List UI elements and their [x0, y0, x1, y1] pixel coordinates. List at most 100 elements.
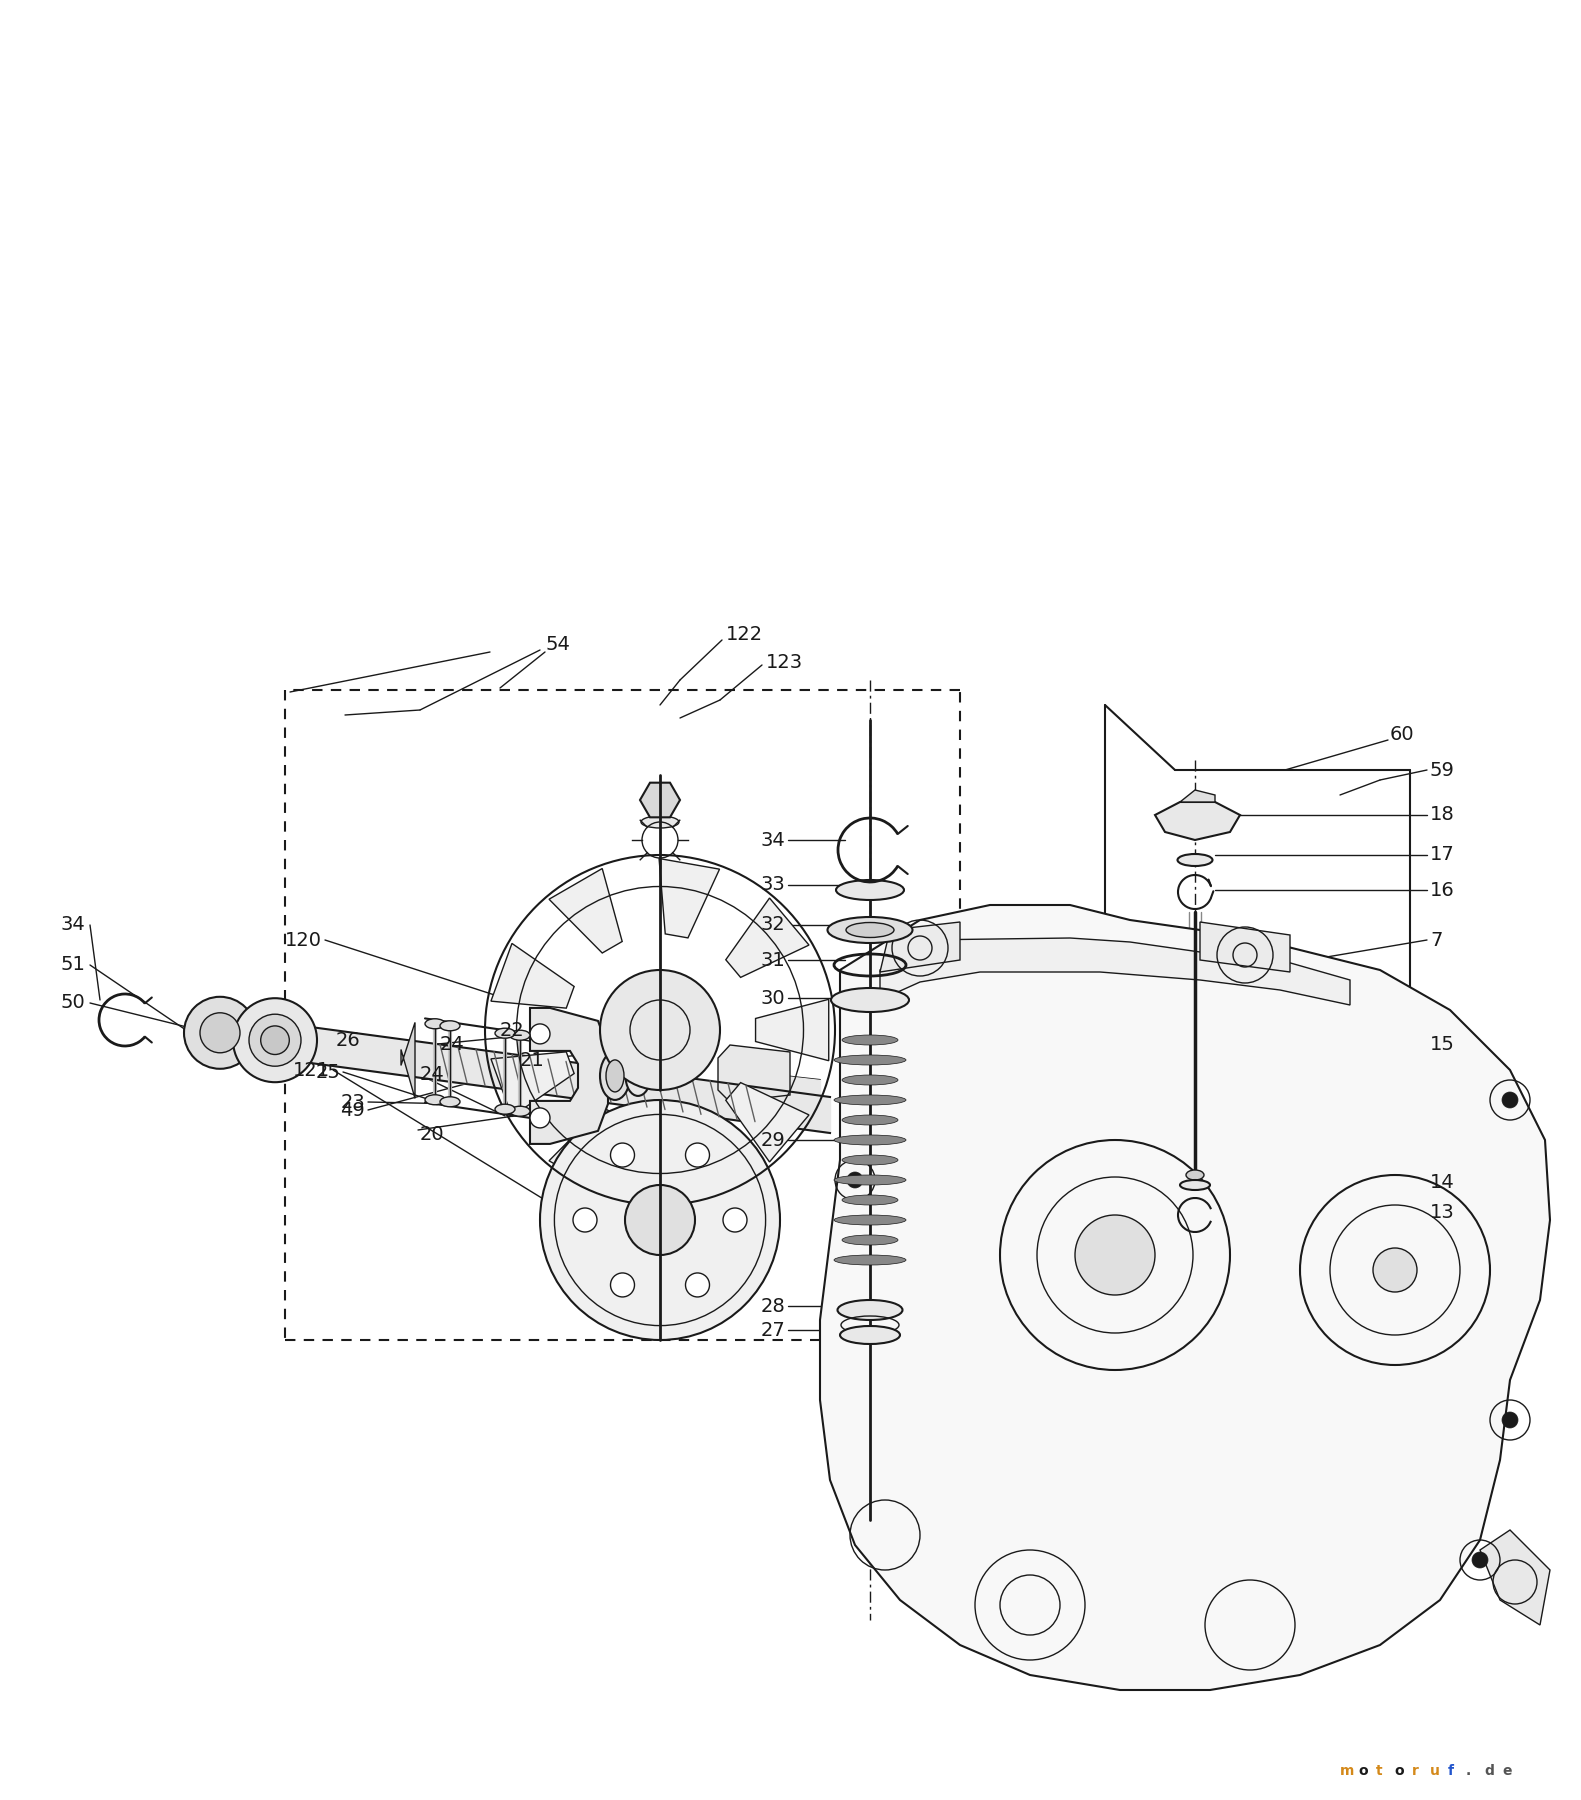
Text: 34: 34 — [760, 830, 786, 850]
Text: .: . — [1466, 1764, 1472, 1778]
Text: 50: 50 — [60, 994, 85, 1012]
Circle shape — [1372, 1247, 1417, 1292]
Ellipse shape — [835, 1055, 906, 1066]
Ellipse shape — [425, 1094, 444, 1105]
Polygon shape — [492, 1051, 574, 1116]
Text: m: m — [1341, 1764, 1355, 1778]
Text: 22: 22 — [500, 1021, 525, 1040]
Ellipse shape — [626, 1057, 650, 1096]
Circle shape — [686, 1273, 710, 1298]
Circle shape — [541, 1100, 779, 1339]
Ellipse shape — [440, 1021, 460, 1031]
Circle shape — [248, 1013, 300, 1066]
Circle shape — [686, 1143, 710, 1166]
Polygon shape — [549, 1107, 623, 1192]
Text: 15: 15 — [1429, 1035, 1455, 1055]
Ellipse shape — [843, 1195, 898, 1204]
Text: 121: 121 — [292, 1060, 330, 1080]
Ellipse shape — [1178, 853, 1213, 866]
Text: d: d — [1485, 1764, 1494, 1778]
Ellipse shape — [835, 1136, 906, 1145]
Text: 30: 30 — [760, 988, 786, 1008]
Text: 122: 122 — [726, 626, 764, 644]
Text: 20: 20 — [421, 1125, 444, 1143]
Polygon shape — [659, 859, 719, 938]
Ellipse shape — [495, 1028, 515, 1039]
Circle shape — [530, 1109, 550, 1129]
Polygon shape — [756, 999, 828, 1060]
Circle shape — [847, 1172, 863, 1188]
Polygon shape — [1480, 1530, 1549, 1625]
Circle shape — [261, 1026, 289, 1055]
Circle shape — [232, 999, 318, 1082]
Text: 25: 25 — [315, 1062, 340, 1082]
Text: 16: 16 — [1429, 880, 1455, 900]
Polygon shape — [718, 1046, 790, 1102]
Circle shape — [610, 1143, 634, 1166]
Polygon shape — [1156, 803, 1240, 841]
Circle shape — [201, 1013, 240, 1053]
Ellipse shape — [511, 1030, 530, 1040]
Text: 54: 54 — [545, 635, 569, 655]
Text: 28: 28 — [760, 1296, 786, 1316]
Text: 24: 24 — [421, 1064, 444, 1084]
Polygon shape — [726, 1082, 809, 1163]
Text: 51: 51 — [60, 956, 85, 974]
Ellipse shape — [425, 1019, 444, 1030]
Ellipse shape — [1186, 1170, 1205, 1181]
Text: e: e — [1502, 1764, 1511, 1778]
Ellipse shape — [846, 922, 893, 938]
Polygon shape — [1200, 922, 1290, 972]
Ellipse shape — [840, 1327, 900, 1345]
Polygon shape — [881, 922, 960, 972]
Text: 49: 49 — [340, 1100, 365, 1120]
Text: 31: 31 — [760, 950, 786, 970]
Text: 7: 7 — [1429, 931, 1442, 950]
Circle shape — [610, 1273, 634, 1298]
PathPatch shape — [881, 938, 1350, 1004]
Text: 34: 34 — [60, 916, 85, 934]
Text: o: o — [1358, 1764, 1368, 1778]
Ellipse shape — [838, 1300, 903, 1319]
Ellipse shape — [440, 1096, 460, 1107]
Polygon shape — [549, 869, 623, 952]
Ellipse shape — [832, 988, 909, 1012]
Polygon shape — [530, 1008, 609, 1145]
Circle shape — [572, 1208, 598, 1231]
Ellipse shape — [495, 1103, 515, 1114]
Text: 120: 120 — [285, 931, 323, 950]
Text: 24: 24 — [440, 1035, 465, 1053]
Text: o: o — [1394, 1764, 1404, 1778]
Polygon shape — [659, 1121, 719, 1201]
Text: t: t — [1375, 1764, 1383, 1778]
Ellipse shape — [843, 1114, 898, 1125]
Text: 14: 14 — [1429, 1172, 1455, 1192]
Circle shape — [624, 1184, 696, 1255]
Text: f: f — [1448, 1764, 1455, 1778]
Ellipse shape — [1179, 1181, 1209, 1190]
Circle shape — [1502, 1093, 1518, 1109]
Polygon shape — [492, 943, 574, 1008]
Text: 21: 21 — [520, 1051, 545, 1069]
Polygon shape — [402, 1022, 414, 1098]
Circle shape — [1502, 1411, 1518, 1427]
Polygon shape — [640, 783, 680, 817]
Circle shape — [183, 997, 256, 1069]
Text: 123: 123 — [767, 653, 803, 671]
Text: 33: 33 — [760, 875, 786, 895]
Text: 17: 17 — [1429, 846, 1455, 864]
Text: r: r — [1412, 1764, 1418, 1778]
Polygon shape — [726, 898, 809, 977]
Ellipse shape — [835, 1175, 906, 1184]
Ellipse shape — [827, 916, 912, 943]
Text: 13: 13 — [1429, 1202, 1455, 1222]
Ellipse shape — [836, 880, 904, 900]
Ellipse shape — [843, 1035, 898, 1046]
Ellipse shape — [640, 815, 678, 828]
Ellipse shape — [835, 1215, 906, 1226]
Circle shape — [1075, 1215, 1156, 1294]
Text: 18: 18 — [1429, 806, 1455, 824]
Text: 26: 26 — [335, 1030, 360, 1049]
Text: 60: 60 — [1390, 725, 1415, 745]
Ellipse shape — [835, 1255, 906, 1265]
